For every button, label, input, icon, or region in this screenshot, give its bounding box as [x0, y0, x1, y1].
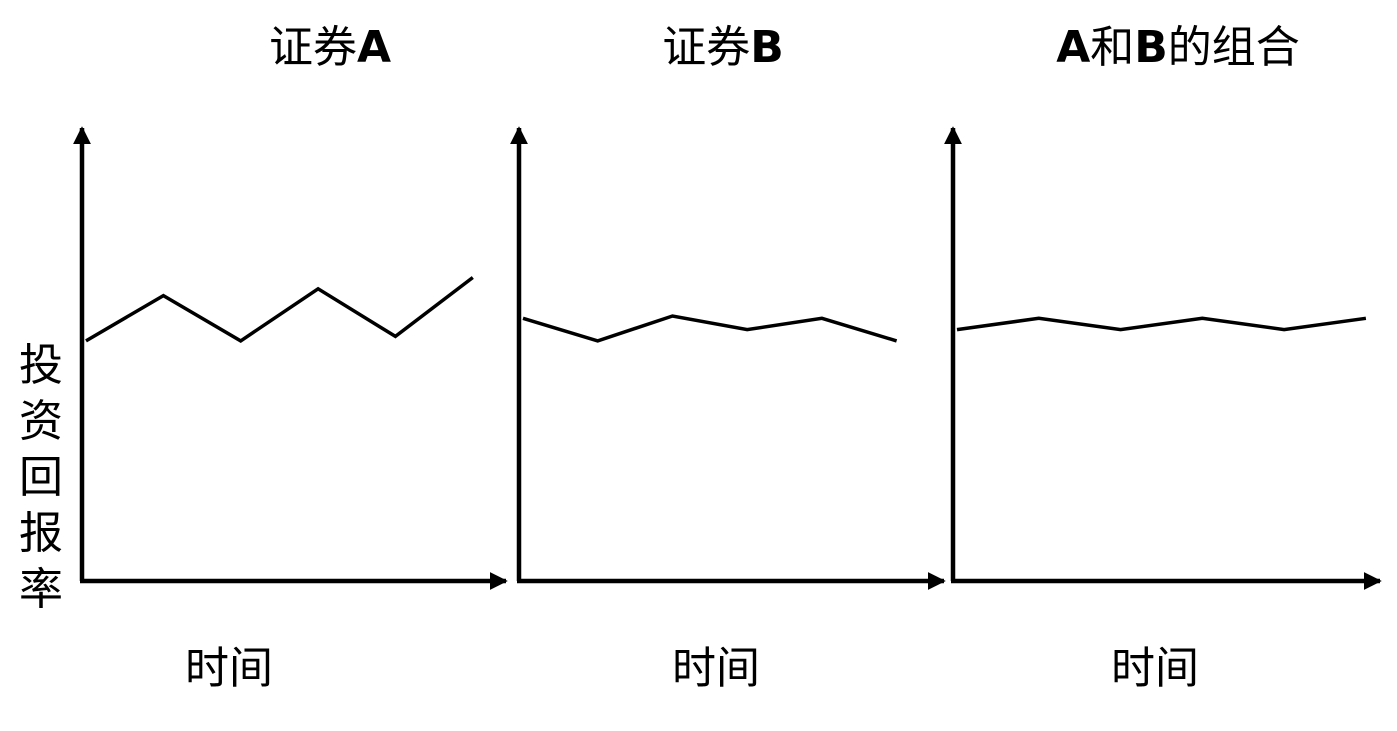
- y-axis-label-char: 回: [19, 452, 63, 503]
- panel-title: 证券A: [269, 22, 391, 73]
- x-axis-label: 时间: [185, 643, 273, 694]
- panel-title-segment: B: [750, 22, 784, 73]
- panel-title: A和B的组合: [1056, 22, 1300, 73]
- panel-title-segment: A: [357, 22, 391, 73]
- panel-title-segment: 和: [1090, 22, 1134, 73]
- panel-title-segment: A: [1056, 22, 1090, 73]
- y-axis-label-char: 投: [19, 340, 63, 391]
- x-axis-label: 时间: [672, 643, 760, 694]
- panel-title-segment: B: [1134, 22, 1168, 73]
- series-line: [85, 276, 474, 343]
- series-line: [956, 316, 1367, 332]
- panel-title-segment: 证券: [662, 22, 750, 73]
- panel-title: 证券B: [662, 22, 784, 73]
- y-axis-label-char: 报: [19, 508, 63, 559]
- x-axis-label: 时间: [1111, 643, 1199, 694]
- panel-title-segment: 证券: [269, 22, 357, 73]
- y-axis-label-char: 资: [19, 396, 63, 447]
- panel-title-segment: 的组合: [1168, 22, 1300, 73]
- panel-security-b: 证券B 时间: [510, 22, 946, 694]
- y-axis-label-char: 率: [19, 564, 63, 615]
- panel-security-a: 证券A 时间: [73, 22, 508, 694]
- series-line: [522, 314, 898, 343]
